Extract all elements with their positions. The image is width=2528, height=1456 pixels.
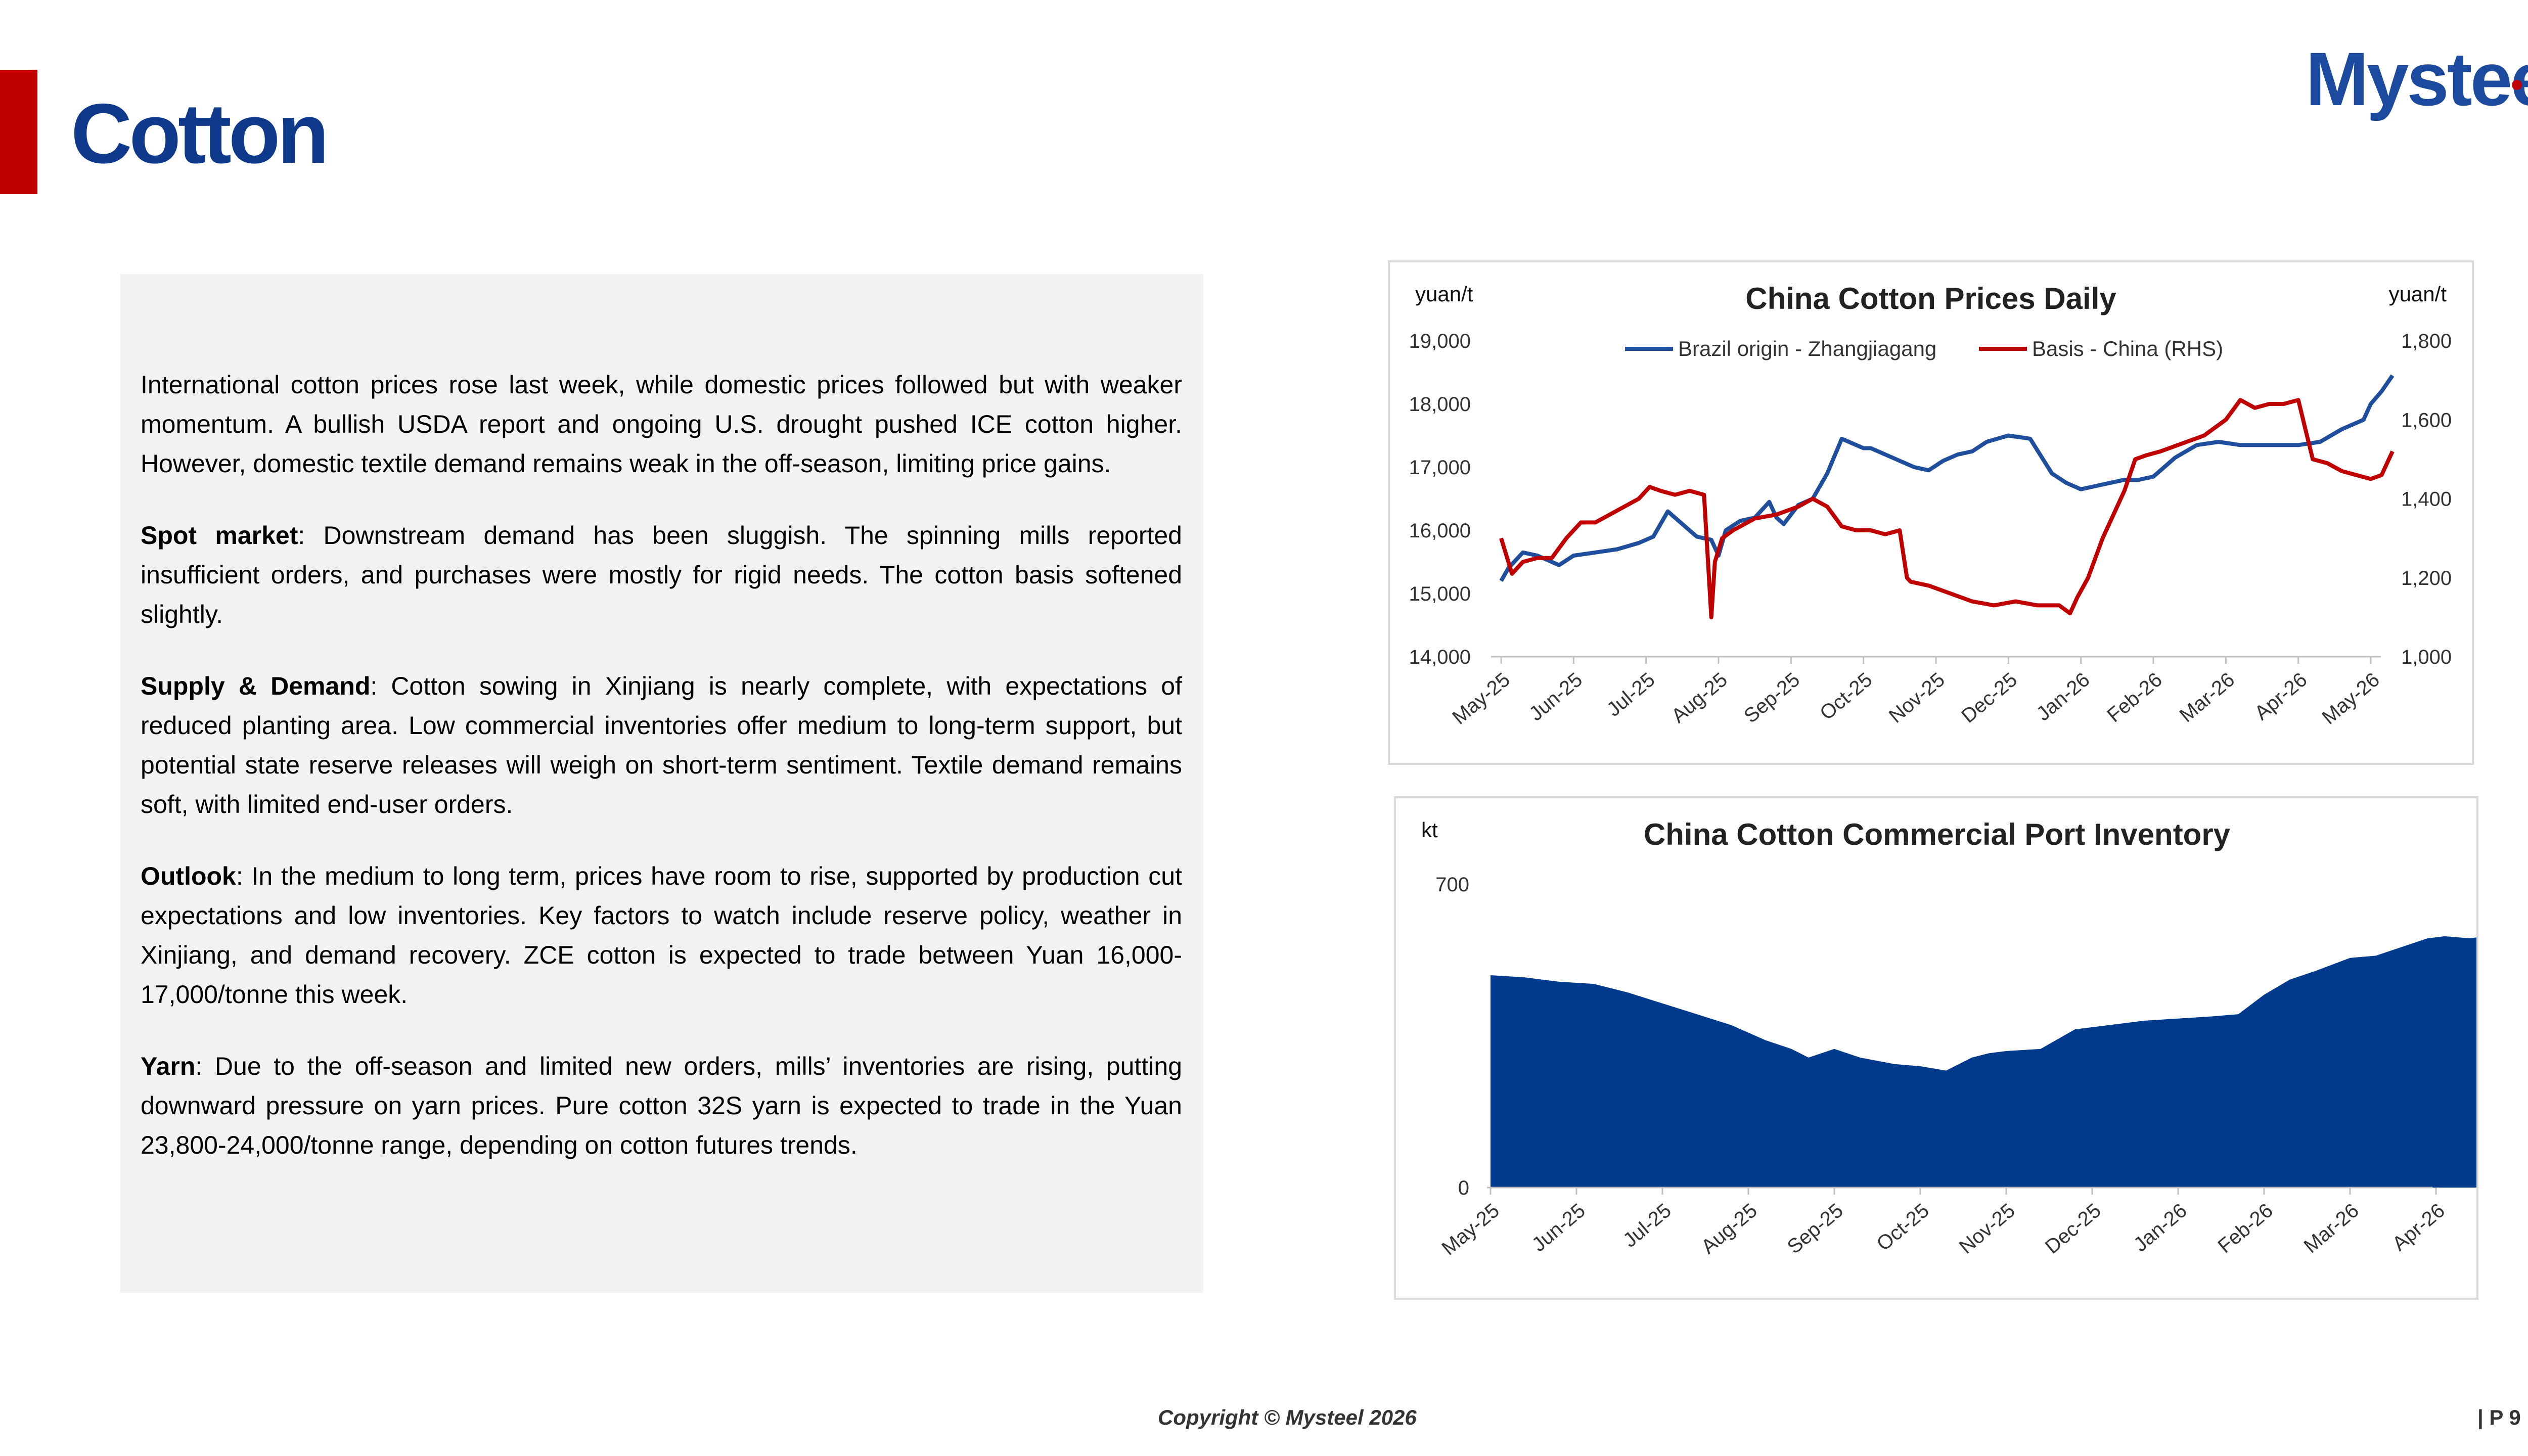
supply-paragraph: Supply & Demand: Cotton sowing in Xinjia… [141,666,1182,824]
x-tick-label: Jul-25 [1619,1199,1676,1252]
x-tick-label: Sep-25 [1740,668,1804,727]
x-tick-label: Oct-25 [1873,1199,1933,1255]
y-tick-right: 1,200 [2401,567,2452,589]
y-tick-left: 16,000 [1409,520,1471,542]
x-tick-label: Jun-25 [1528,1199,1590,1256]
y-tick: 0 [1458,1177,1469,1199]
spot-paragraph: Spot market: Downstream demand has been … [141,516,1182,634]
cotton-prices-chart: China Cotton Prices Daily yuan/t yuan/t 14,… [1388,260,2474,765]
x-tick-label: Jan-26 [2130,1199,2191,1256]
y-axis-unit: kt [1421,818,1438,842]
x-tick-label: Dec-25 [1957,668,2021,727]
spot-heading: Spot market [141,521,298,550]
logo-text: Mysteel [2306,46,2528,121]
right-axis-unit: yuan/t [2389,282,2447,306]
supply-text: : Cotton sowing in Xinjiang is nearly co… [141,672,1182,818]
commentary-body: International cotton prices rose last we… [141,365,1182,1197]
left-axis-unit: yuan/t [1415,282,1473,306]
page-title: Cotton [71,86,329,181]
port-inventory-svg: China Cotton Commercial Port Inventory kt… [1421,817,2476,1260]
y-tick-left: 14,000 [1409,646,1471,668]
legend-label: Basis - China (RHS) [2032,337,2223,360]
mysteel-logo: Mysteel [2306,46,2528,131]
y-tick-left: 15,000 [1409,583,1471,605]
y-tick-right: 1,000 [2401,646,2452,668]
x-tick-label: Jan-26 [2032,668,2094,725]
page-number: | P 9 [2477,1405,2521,1429]
x-tick-label: Dec-25 [2041,1199,2105,1258]
title-accent-bar [0,70,37,194]
inventory-area [1491,936,2476,1188]
outlook-paragraph: Outlook: In the medium to long term, pri… [141,856,1182,1014]
y-tick-left: 18,000 [1409,393,1471,416]
x-tick-label: Apr-26 [2250,668,2311,724]
port-inventory-chart: China Cotton Commercial Port Inventory kt… [1394,796,2478,1300]
yarn-text: : Due to the off-season and limited new … [141,1052,1182,1159]
copyright-text: Copyright © Mysteel 2026 [1158,1405,1417,1429]
y-tick-left: 19,000 [1409,330,1471,352]
y-tick: 700 [1435,874,1469,896]
x-tick-label: Jun-25 [1525,668,1587,725]
outlook-heading: Outlook [141,862,236,890]
x-tick-label: Feb-26 [2103,668,2166,726]
yarn-paragraph: Yarn: Due to the off-season and limited … [141,1046,1182,1165]
x-tick-label: Mar-26 [2176,668,2239,726]
commentary-panel: International cotton prices rose last we… [120,274,1203,1293]
x-tick-label: May-25 [1437,1199,1503,1259]
series-line [1499,374,2395,582]
x-tick-label: Aug-25 [1697,1199,1762,1258]
y-tick-right: 1,600 [2401,409,2452,431]
x-tick-label: May-25 [1448,668,1514,729]
x-tick-label: Jul-25 [1603,668,1659,721]
x-tick-label: Feb-26 [2214,1199,2277,1257]
spot-text: : Downstream demand has been sluggish. T… [141,521,1182,628]
x-tick-label: Apr-26 [2388,1199,2449,1255]
chart-title: China Cotton Commercial Port Inventory [1644,817,2231,851]
outlook-text: : In the medium to long term, prices hav… [141,862,1182,1009]
yarn-heading: Yarn [141,1052,196,1080]
x-tick-label: Oct-25 [1816,668,1876,724]
intro-text: International cotton prices rose last we… [141,371,1182,478]
supply-heading: Supply & Demand [141,672,371,700]
chart-title: China Cotton Prices Daily [1745,282,2116,315]
x-tick-label: Nov-25 [1885,668,1949,727]
x-tick-label: Aug-25 [1667,668,1732,727]
x-tick-label: Nov-25 [1955,1199,2019,1258]
legend-label: Brazil origin - Zhangjiagang [1678,337,1936,360]
x-tick-label: Mar-26 [2299,1199,2363,1257]
intro-paragraph: International cotton prices rose last we… [141,365,1182,483]
y-tick-left: 17,000 [1409,457,1471,479]
cotton-prices-svg: China Cotton Prices Daily yuan/t yuan/t 14,… [1409,282,2452,729]
series-line [1499,398,2395,619]
y-tick-right: 1,400 [2401,488,2452,511]
x-tick-label: May-26 [2318,668,2383,729]
x-tick-label: Sep-25 [1783,1199,1847,1258]
y-tick-right: 1,800 [2401,330,2452,352]
